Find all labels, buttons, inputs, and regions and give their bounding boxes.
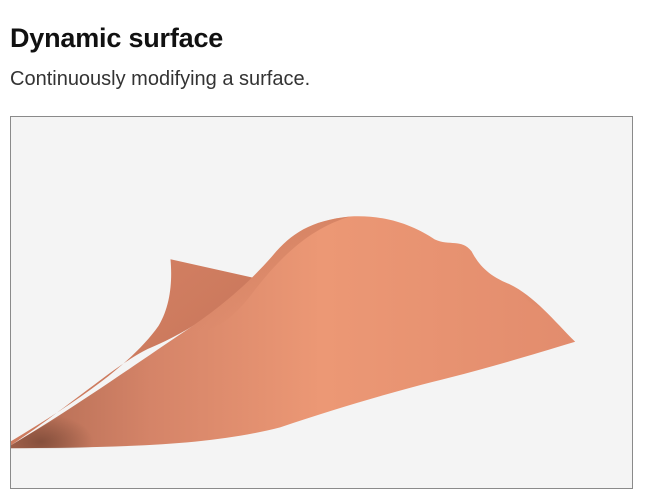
page-title: Dynamic surface: [10, 23, 224, 53]
surface-right-shade: [434, 239, 576, 342]
surface-bottom-shadow: [11, 367, 161, 449]
3d-viewport[interactable]: [10, 116, 633, 489]
surface-canvas[interactable]: [11, 117, 632, 488]
page-subtitle: Continuously modifying a surface.: [10, 68, 311, 90]
surface-crest-shade: [185, 216, 350, 332]
surface-back-flap: [11, 259, 256, 446]
